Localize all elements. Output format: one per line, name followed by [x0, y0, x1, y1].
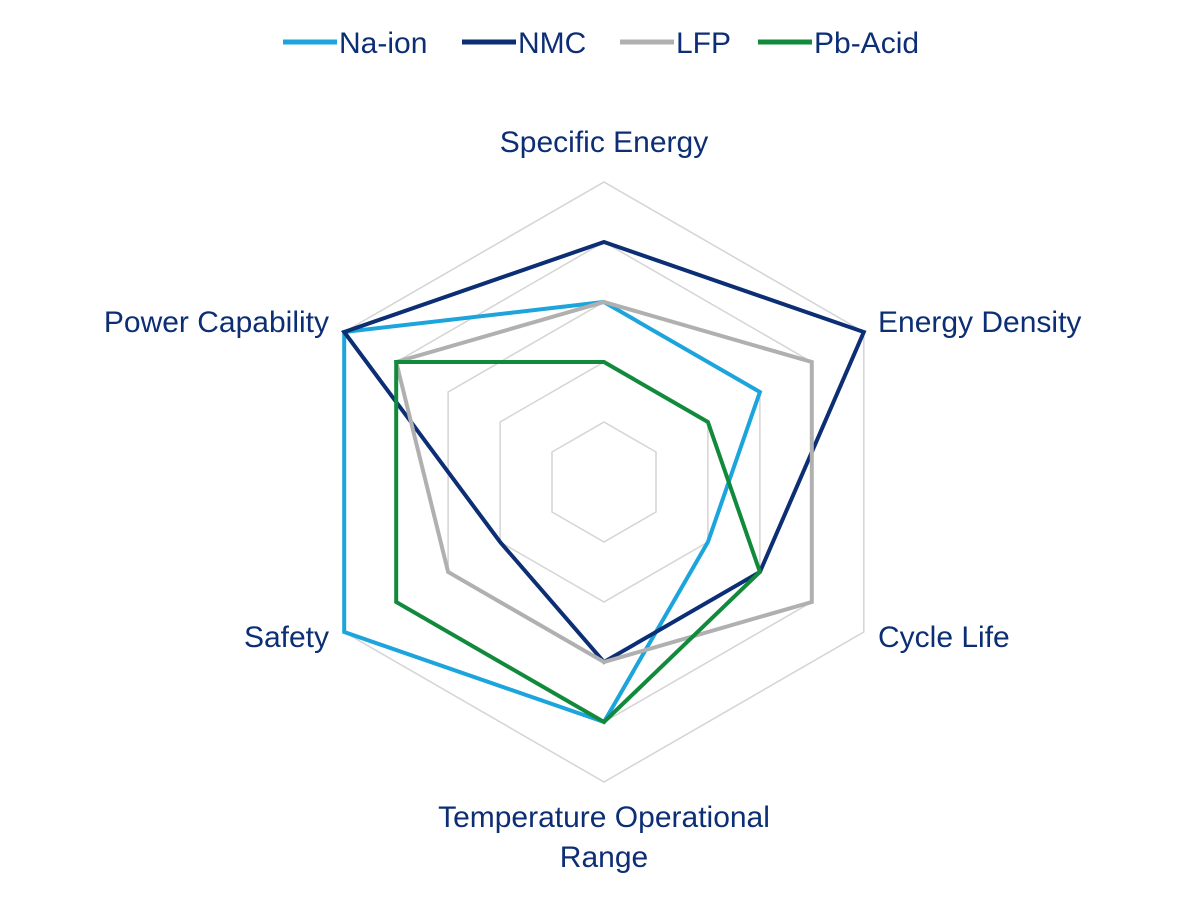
grid-ring-3 — [447, 301, 761, 663]
legend: Na-ion NMC LFP Pb-Acid — [283, 27, 919, 60]
grid-ring-2 — [499, 361, 709, 603]
axis-label-specific-energy: Specific Energy — [500, 126, 708, 159]
series-layer — [340, 239, 867, 725]
axis-label-temperature-operational-range-line-2: Range — [560, 841, 648, 874]
legend-item-lfp: LFP — [620, 27, 731, 60]
axis-label-energy-density: Energy Density — [878, 306, 1081, 339]
legend-item-na-ion: Na-ion — [283, 27, 427, 60]
legend-label-na-ion: Na-ion — [339, 27, 427, 60]
legend-label-lfp: LFP — [676, 27, 731, 60]
axis-label-cycle-life: Cycle Life — [878, 621, 1010, 654]
legend-label-nmc: NMC — [518, 27, 586, 60]
radar-grid — [343, 181, 865, 783]
legend-label-pb-acid: Pb-Acid — [814, 27, 919, 60]
grid-ring-1 — [551, 421, 657, 543]
legend-item-pb-acid: Pb-Acid — [758, 27, 919, 60]
legend-item-nmc: NMC — [462, 27, 586, 60]
axis-label-temperature-operational-range-line-1: Temperature Operational — [438, 801, 770, 834]
grid-ring-5 — [343, 181, 865, 783]
axis-label-power-capability: Power Capability — [104, 306, 329, 339]
axis-labels: Specific Energy Energy Density Cycle Life T… — [104, 126, 1082, 874]
grid-ring-4 — [395, 241, 813, 723]
axis-label-safety: Safety — [244, 621, 329, 654]
series-lfp — [393, 299, 814, 665]
series-pb-acid — [394, 360, 763, 725]
series-nmc — [340, 239, 867, 665]
